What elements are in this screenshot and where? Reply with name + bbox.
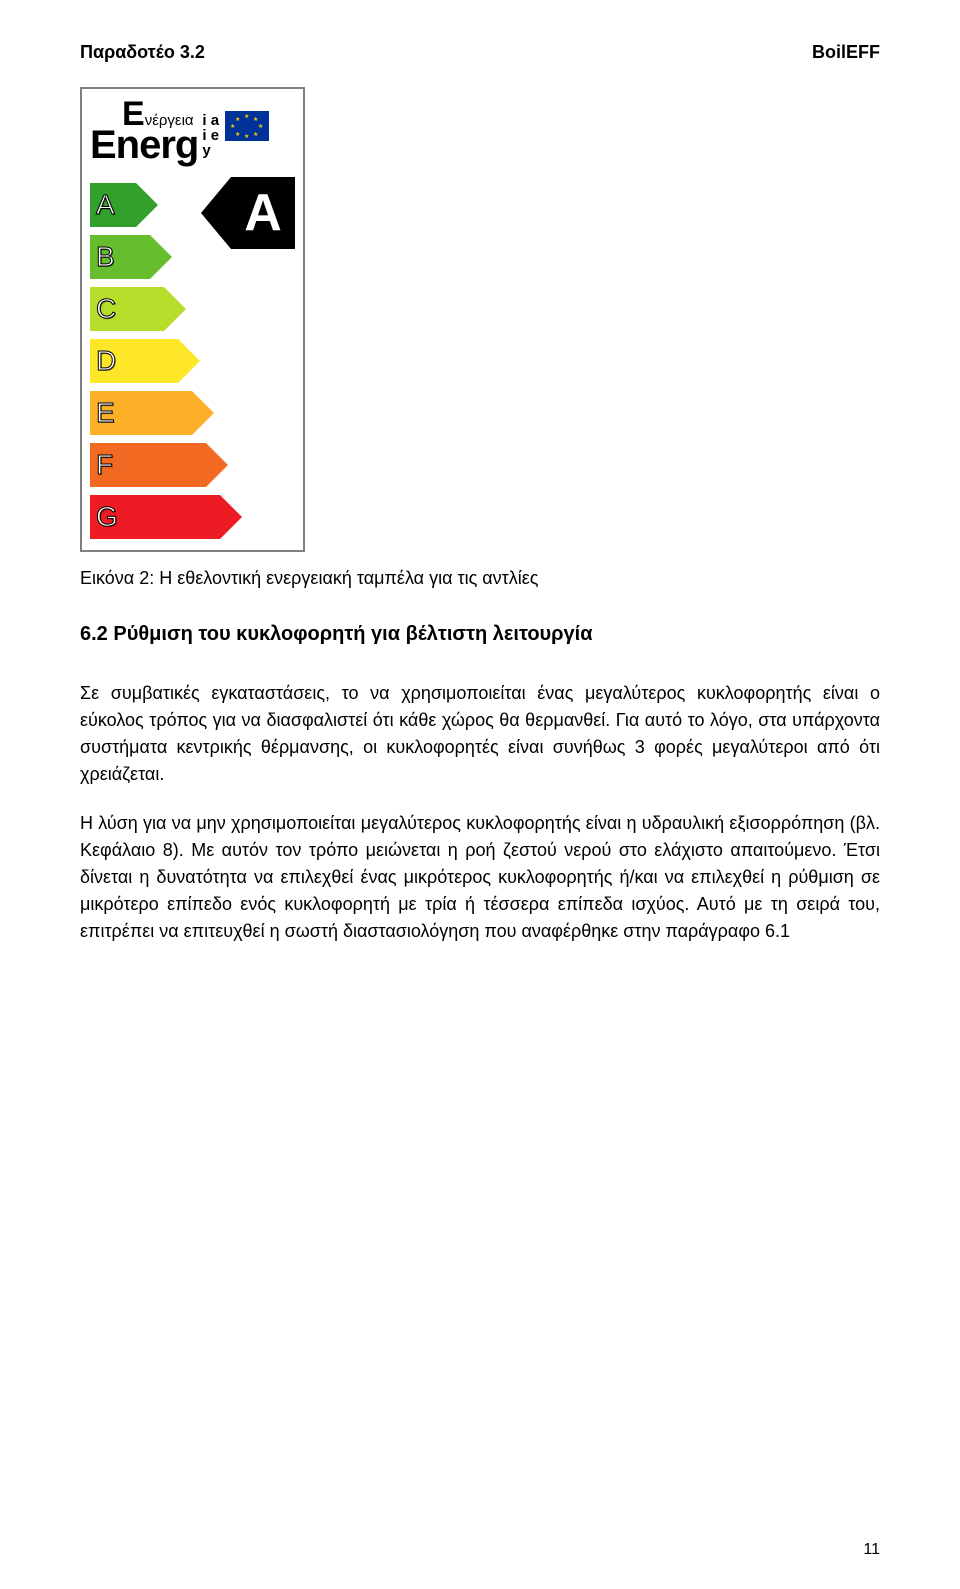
energy-main-word: Energ [90, 125, 198, 165]
energy-rating-letter: C [96, 293, 116, 325]
energy-big-rating: A [201, 177, 295, 249]
figure-caption: Εικόνα 2: Η εθελοντική ενεργειακή ταμπέλ… [80, 568, 880, 589]
energy-rating-letter: F [96, 449, 113, 481]
energy-letters-column: i a i e y [202, 113, 219, 158]
energy-rating-row-g: G [90, 495, 295, 539]
body-text: Σε συμβατικές εγκαταστάσεις, το να χρησι… [80, 680, 880, 945]
paragraph: Η λύση για να μην χρησιμοποιείται μεγαλύ… [80, 810, 880, 945]
paragraph: Σε συμβατικές εγκαταστάσεις, το να χρησι… [80, 680, 880, 788]
energy-label-header: Eνέργεια Energ i a i e y ★ ★ ★ ★ ★ ★ ★ ★ [90, 97, 295, 165]
energy-rating-letter: A [96, 189, 115, 221]
eu-flag-icon: ★ ★ ★ ★ ★ ★ ★ ★ [225, 111, 269, 141]
energy-rating-row-e: E [90, 391, 295, 435]
energy-label: Eνέργεια Energ i a i e y ★ ★ ★ ★ ★ ★ ★ ★… [80, 87, 305, 552]
energy-rating-letter: G [96, 501, 118, 533]
energy-rating-letter: E [96, 397, 115, 429]
page-number: 11 [863, 1541, 880, 1559]
section-heading: 6.2 Ρύθμιση του κυκλοφορητή για βέλτιστη… [80, 623, 880, 646]
energy-rating-row-f: F [90, 443, 295, 487]
energy-rating-letter: B [96, 241, 115, 273]
header-right: BoilEFF [812, 42, 880, 63]
energy-big-rating-letter: A [244, 183, 282, 243]
energy-rating-row-d: D [90, 339, 295, 383]
energy-word: Eνέργεια Energ [90, 97, 198, 165]
energy-rating-letter: D [96, 345, 116, 377]
energy-rating-row-c: C [90, 287, 295, 331]
header-left: Παραδοτέο 3.2 [80, 42, 205, 63]
